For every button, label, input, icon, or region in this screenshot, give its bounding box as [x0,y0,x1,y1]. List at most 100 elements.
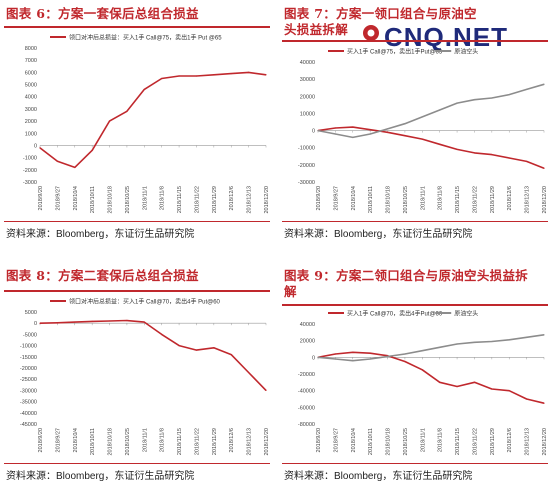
y-tick-label: 0 [34,143,37,149]
data-point [317,129,319,132]
title-rule [282,40,548,42]
y-tick-label: 30000 [300,77,315,83]
chart-9: 买入1手 Call@70，卖出4手Put@60 原油空头 -80000 -60000 -… [298,310,548,456]
data-point [352,136,354,139]
x-tick-label: 2018/10/25 [403,428,409,456]
x-tick-label: 2018/10/4 [351,428,357,452]
x-tick-label: 2018/9/20 [38,428,44,452]
data-point [143,321,145,323]
source-note: 资料来源：Bloomberg，东证衍生品研究院 [284,229,473,240]
x-tick-label: 2018/11/22 [194,428,200,455]
x-tick-label: 2018/9/27 [333,428,339,452]
data-point [508,93,510,96]
y-tick-label: -80000 [298,422,315,428]
data-point [386,131,389,133]
x-tick-label: 2018/10/4 [73,186,79,210]
data-point [543,334,545,336]
y-tick-label: -35000 [20,400,37,406]
x-tick-label: 2018/9/20 [316,428,322,452]
data-point [526,88,528,91]
data-point [352,360,354,362]
x-tick-label: 2018/10/18 [386,428,392,456]
panel-8: 图表 8：方案二套保后总组合损益 领口对冲后总损益：买入1手 Call@70，卖… [4,248,270,488]
data-point [421,138,423,140]
x-tick-label: 2018/12/6 [229,428,235,452]
x-tick-label: 2018/10/11 [90,186,96,213]
data-point [213,74,215,76]
data-point [491,97,493,99]
data-point [317,356,319,358]
bottom-rule [282,221,548,222]
x-tick-label: 2018/12/6 [507,186,513,210]
x-tick-label: 2018/11/1 [420,186,426,210]
title-rule [4,26,270,28]
data-point [91,149,93,151]
series-line [39,319,267,391]
x-tick-label: 2018/11/15 [455,186,461,213]
x-tick-label: 2018/11/8 [160,428,166,452]
y-tick-label: -1000 [23,156,37,162]
panel-6: 图表 6：方案一套保后总组合损益 领口对冲后总损益：买入1手 Call@75，卖… [4,0,270,240]
y-tick-label: -2000 [23,168,37,174]
x-tick-label: 2018/12/13 [525,186,531,214]
data-point [473,152,476,154]
x-tick-label: 2018/12/6 [507,428,513,452]
x-tick-label: 2018/10/18 [108,186,114,214]
legend-label: 原油空头 [454,48,478,56]
legend-label: 原油空头 [454,310,478,318]
data-point [369,358,371,360]
data-point [421,350,423,352]
data-point [39,322,41,324]
bottom-rule [4,463,270,464]
data-point [108,120,111,122]
y-tick-label: 0 [312,129,315,135]
bottom-rule [4,221,270,222]
x-tick-label: 2018/12/20 [542,428,548,456]
y-tick-label: 0 [312,355,315,361]
x-tick-label: 2018/10/11 [90,428,96,455]
panel-7: 图表 7：方案一领口组合与原油空头损益拆解 买入1手 Call@75，卖出1手P… [282,0,548,240]
data-point [195,75,198,77]
data-point [213,347,215,349]
data-point [508,339,510,341]
title-rule [282,304,548,306]
x-tick-label: 2018/11/29 [212,186,218,213]
data-point [543,167,545,169]
x-tick-label: 2018/11/29 [490,186,496,213]
data-point [56,160,58,162]
y-tick-label: 20000 [300,94,315,100]
data-point [491,153,493,156]
y-tick-label: 5000 [25,310,37,316]
y-tick-label: -60000 [298,405,315,411]
x-tick-label: 2018/10/25 [125,428,131,456]
data-point [404,360,406,363]
data-point [74,321,76,323]
data-point [334,127,336,129]
data-point [404,353,406,355]
data-point [421,369,423,371]
y-tick-label: -20000 [298,372,315,378]
data-point [456,148,458,151]
figure-title: 图表 9：方案二领口组合与原油空头损益拆解 [284,268,529,299]
data-point [265,74,267,76]
x-tick-label: 2018/10/18 [108,428,114,456]
x-tick-label: 2018/10/4 [351,186,357,210]
x-tick-label: 2018/12/6 [229,186,235,210]
y-tick-label: -20000 [20,366,37,372]
x-tick-label: 2018/11/1 [420,428,426,452]
x-tick-label: 2018/9/27 [333,186,339,210]
x-tick-label: 2018/10/11 [368,186,374,213]
y-tick-label: 6000 [25,70,37,76]
y-tick-label: 2000 [25,119,37,125]
data-point [473,341,476,343]
data-point [108,320,111,322]
y-tick-label: 40000 [300,60,315,66]
figure-title: 图表 8：方案二套保后总组合损益 [6,268,199,283]
y-tick-label: 10000 [300,111,315,117]
series-line [39,71,267,169]
y-tick-label: -10000 [298,146,315,152]
source-note: 资料来源：Bloomberg，东证衍生品研究院 [6,471,195,482]
data-point [352,126,354,128]
figure-title: 图表 6：方案一套保后总组合损益 [6,6,199,21]
x-tick-label: 2018/12/13 [247,186,253,214]
